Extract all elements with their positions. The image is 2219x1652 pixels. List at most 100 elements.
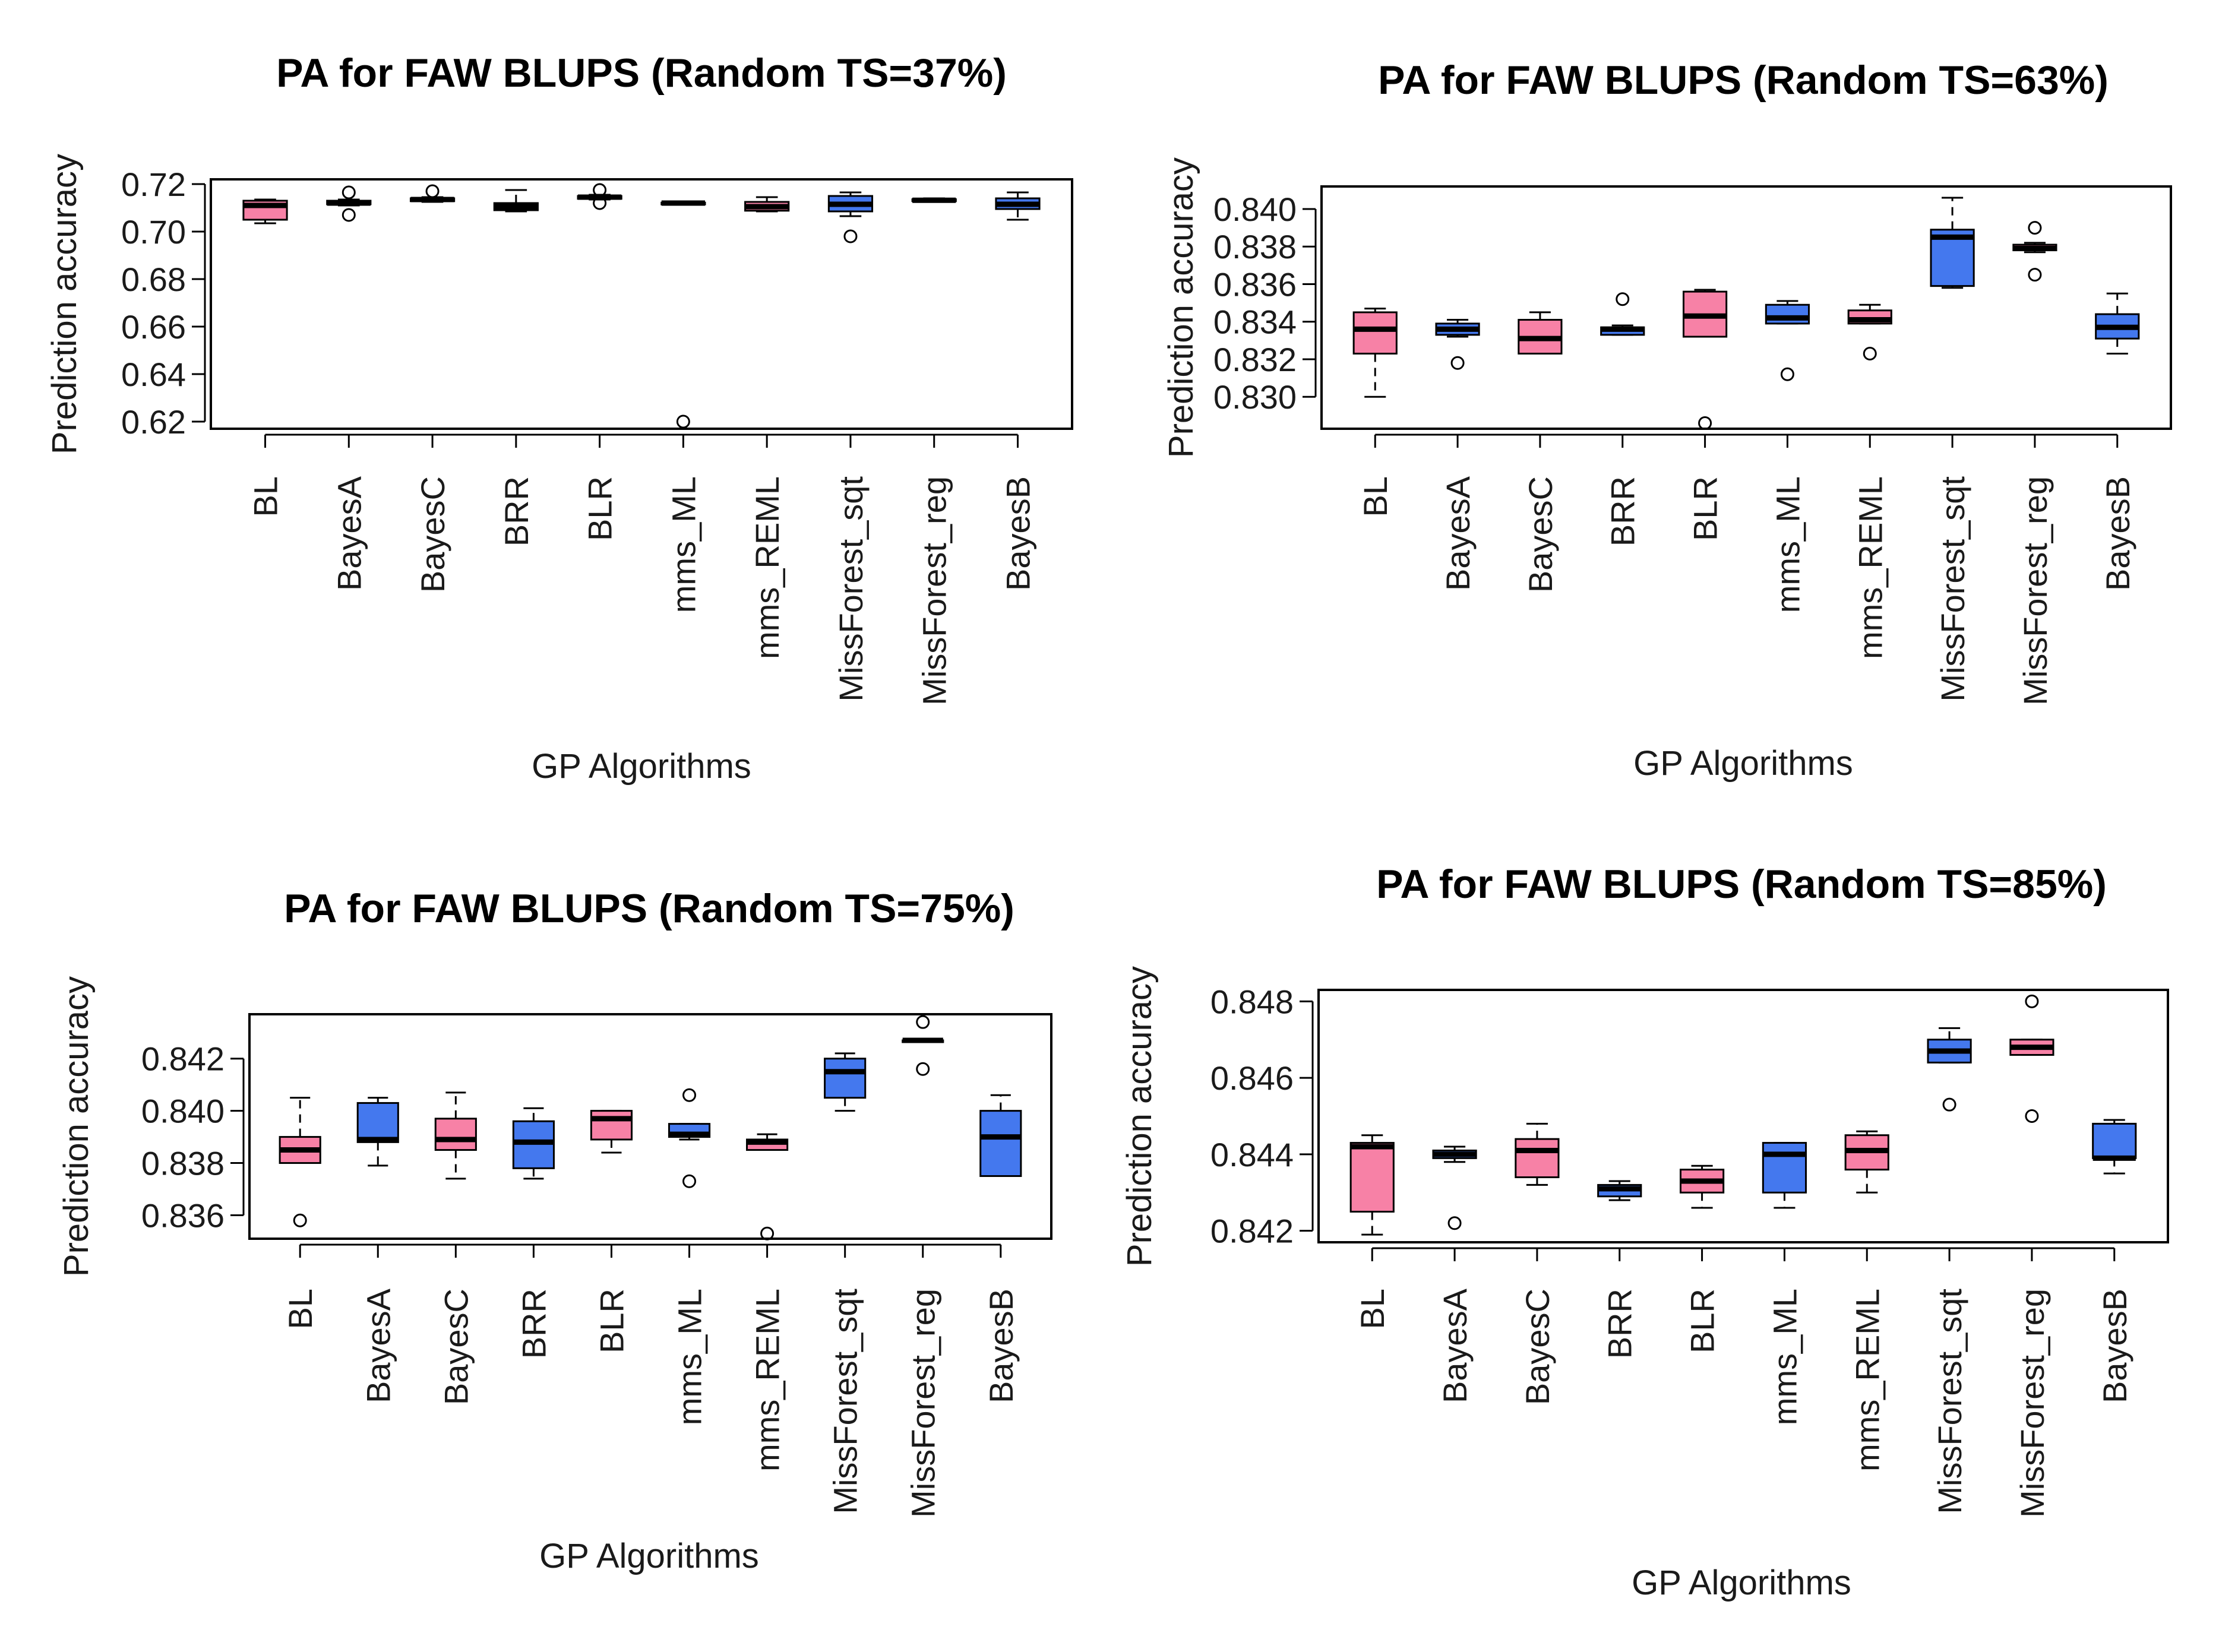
outlier-point	[1447, 1216, 1462, 1230]
box-BRR	[512, 1107, 555, 1180]
box-mms_REML	[1844, 1130, 1889, 1194]
box-BayesA	[1432, 1145, 1477, 1230]
box-MissForest_sqt	[827, 191, 874, 243]
box-iqr	[1765, 303, 1810, 325]
y-tick-label: 0.842	[1210, 1213, 1294, 1250]
outlier-point	[1450, 356, 1465, 370]
category-label-MissForest_reg: MissForest_reg	[2016, 476, 2054, 705]
y-tick-label: 0.62	[121, 403, 186, 441]
x-axis-label: GP Algorithms	[532, 747, 751, 786]
outlier-point	[293, 1213, 307, 1227]
y-tick-label: 0.64	[121, 356, 186, 393]
category-label-BRR: BRR	[1604, 476, 1642, 546]
outlier-point	[593, 196, 607, 210]
y-tick-label: 0.838	[141, 1145, 225, 1182]
category-label-mms_REML: mms_REML	[748, 476, 786, 659]
y-axis-label: Prediction accuracy	[57, 976, 96, 1277]
y-tick-label: 0.844	[1210, 1136, 1294, 1173]
box-iqr	[434, 1118, 477, 1151]
category-label-BLR: BLR	[1684, 1289, 1721, 1353]
category-label-mms_ML: mms_ML	[665, 476, 702, 613]
y-tick-label: 0.840	[141, 1093, 225, 1130]
y-tick-label: 0.830	[1213, 378, 1297, 416]
y-tick-label: 0.66	[121, 308, 186, 346]
box-BayesA	[326, 185, 372, 222]
outlier-point	[342, 208, 356, 222]
category-label-BL: BL	[282, 1289, 319, 1330]
box-BayesB	[979, 1094, 1022, 1178]
outlier-point	[425, 184, 440, 198]
x-axis-label: GP Algorithms	[539, 1537, 759, 1575]
category-label-BL: BL	[1357, 476, 1394, 517]
category-label-MissForest_reg: MissForest_reg	[905, 1289, 942, 1518]
box-BayesB	[995, 191, 1041, 221]
outlier-point	[682, 1174, 697, 1188]
category-label-BayesB: BayesB	[2096, 1289, 2133, 1403]
box-mms_ML	[1765, 300, 1810, 381]
y-tick-label: 0.834	[1213, 303, 1297, 341]
outlier-point	[1616, 292, 1630, 306]
plot-frame	[1320, 185, 2172, 430]
outlier-point	[2025, 994, 2039, 1008]
box-BLR	[1679, 1164, 1725, 1209]
box-BLR	[1682, 289, 1728, 431]
box-BLR	[577, 183, 622, 210]
box-iqr	[2092, 1122, 2137, 1159]
category-label-BRR: BRR	[498, 476, 535, 546]
box-iqr	[590, 1110, 633, 1141]
box-mms_REML	[744, 196, 790, 213]
outlier-point	[2025, 1109, 2039, 1123]
chart-panel-1: PA for FAW BLUPS (Random TS=37%) 0.62 0.64…	[45, 50, 1073, 786]
y-axis-label: Prediction accuracy	[1162, 157, 1200, 458]
y-tick-label: 0.846	[1210, 1059, 1294, 1097]
x-axis-label: GP Algorithms	[1632, 1564, 1851, 1602]
chart-panel-3: PA for FAW BLUPS (Random TS=75%) 0.836 0.8…	[57, 886, 1052, 1575]
category-label-MissForest_sqt: MissForest_sqt	[832, 476, 870, 702]
category-label-BayesB: BayesB	[999, 476, 1036, 591]
chart-title: PA for FAW BLUPS (Random TS=75%)	[284, 886, 1014, 931]
outlier-point	[916, 1015, 930, 1029]
x-axis-label: GP Algorithms	[1633, 744, 1853, 783]
box-BayesC	[434, 1091, 477, 1180]
plot-frame	[1317, 989, 2169, 1243]
outlier-point	[676, 414, 690, 429]
box-iqr	[1349, 1142, 1395, 1213]
box-BL	[1352, 308, 1398, 398]
chart-title: PA for FAW BLUPS (Random TS=85%)	[1376, 862, 2107, 907]
box-MissForest_sqt	[1930, 197, 1975, 289]
plot-frame	[210, 178, 1073, 430]
y-tick-label: 0.838	[1213, 228, 1297, 265]
box-BayesA	[1435, 319, 1480, 370]
y-tick-label: 0.836	[141, 1197, 225, 1234]
chart-title: PA for FAW BLUPS (Random TS=63%)	[1378, 58, 2109, 103]
outlier-point	[1698, 416, 1712, 431]
category-label-mms_ML: mms_ML	[1766, 1289, 1803, 1425]
outlier-point	[916, 1062, 930, 1076]
box-BRR	[1597, 1180, 1642, 1201]
category-label-MissForest_sqt: MissForest_sqt	[1934, 476, 1971, 702]
chart-panel-4: PA for FAW BLUPS (Random TS=85%) 0.842 0.8…	[1120, 862, 2169, 1602]
category-label-BayesB: BayesB	[982, 1289, 1020, 1403]
box-MissForest_reg	[2012, 221, 2057, 282]
box-BayesB	[2095, 292, 2140, 355]
outlier-point	[2028, 268, 2042, 282]
box-BRR	[1600, 292, 1645, 336]
category-label-BRR: BRR	[515, 1289, 552, 1359]
y-axis-label: Prediction accuracy	[1120, 966, 1159, 1267]
box-BayesC	[409, 184, 456, 203]
y-tick-label: 0.832	[1213, 341, 1297, 378]
category-label-BayesC: BayesC	[1522, 476, 1559, 593]
box-MissForest_sqt	[1927, 1027, 1972, 1112]
outlier-point	[342, 185, 356, 200]
category-label-BayesC: BayesC	[1519, 1289, 1556, 1405]
box-mms_REML	[1847, 303, 1892, 360]
category-label-MissForest_sqt: MissForest_sqt	[1931, 1289, 1968, 1514]
category-label-MissForest_reg: MissForest_reg	[2013, 1289, 2051, 1518]
category-label-mms_REML: mms_REML	[1851, 476, 1889, 659]
box-iqr	[1352, 311, 1398, 355]
y-tick-label: 0.836	[1213, 265, 1297, 303]
outlier-point	[2028, 221, 2042, 235]
category-label-BayesC: BayesC	[414, 476, 451, 593]
